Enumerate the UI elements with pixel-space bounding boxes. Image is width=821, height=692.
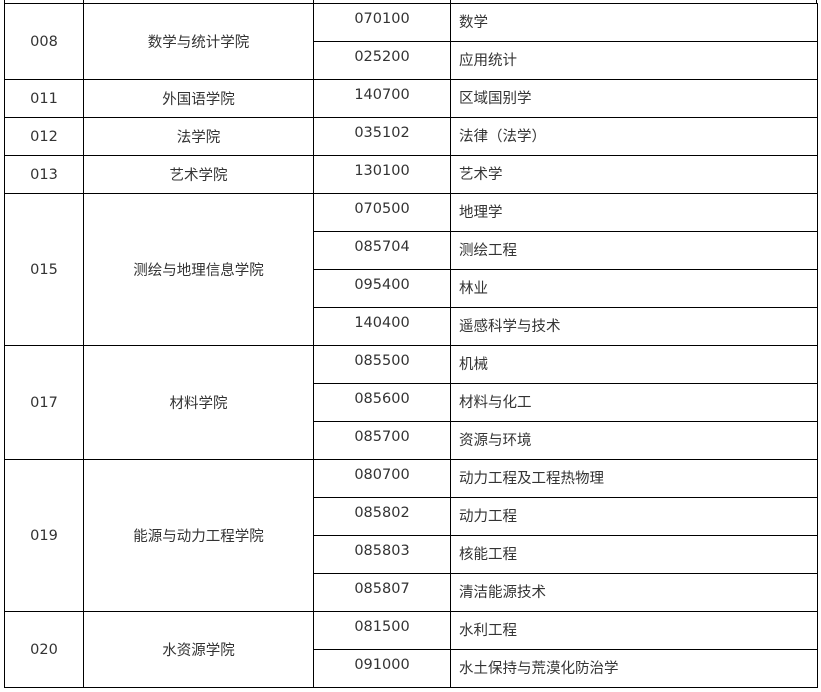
- college-code: 011: [4, 79, 84, 118]
- table-row: 085803 核能工程: [5, 535, 818, 574]
- college-code: 012: [4, 117, 84, 156]
- major-name: 资源与环境: [450, 421, 818, 460]
- table-border-stub: [4, 0, 5, 3]
- college-name: 材料学院: [83, 345, 314, 460]
- major-code: 025200: [313, 41, 451, 80]
- college-name: 法学院: [83, 117, 314, 156]
- major-name: 应用统计: [450, 41, 818, 80]
- table-row: 095400 林业: [5, 269, 818, 308]
- major-name: 动力工程: [450, 497, 818, 536]
- college-name: 测绘与地理信息学院: [83, 193, 314, 346]
- major-name: 机械: [450, 345, 818, 384]
- college-name: 外国语学院: [83, 79, 314, 118]
- table-row: 017 材料学院 085500 机械: [4, 345, 818, 460]
- table-row: 013 艺术学院 130100 艺术学: [4, 155, 818, 194]
- major-code: 081500: [313, 611, 451, 650]
- table-row: 012 法学院 035102 法律（法学）: [4, 117, 818, 156]
- major-name: 测绘工程: [450, 231, 818, 270]
- major-code: 085807: [313, 573, 451, 612]
- major-name: 区域国别学: [450, 79, 818, 118]
- college-name: 水资源学院: [83, 611, 314, 688]
- major-code: 085500: [313, 345, 451, 384]
- college-code: 020: [4, 611, 84, 688]
- major-name: 遥感科学与技术: [450, 307, 818, 346]
- table-row: 020 水资源学院 081500 水利工程: [4, 611, 818, 688]
- major-code: 140700: [313, 79, 451, 118]
- major-name: 清洁能源技术: [450, 573, 818, 612]
- major-code: 070100: [313, 3, 451, 42]
- table-row: 091000 水土保持与荒漠化防治学: [5, 649, 818, 688]
- table-row: 085700 资源与环境: [5, 421, 818, 460]
- major-code: 070500: [313, 193, 451, 232]
- table-border-stub: [83, 0, 84, 3]
- major-name: 动力工程及工程热物理: [450, 459, 818, 498]
- major-name: 艺术学: [450, 155, 818, 194]
- college-code: 015: [4, 193, 84, 346]
- major-name: 林业: [450, 269, 818, 308]
- major-name: 材料与化工: [450, 383, 818, 422]
- college-code: 013: [4, 155, 84, 194]
- table-row: 019 能源与动力工程学院 080700 动力工程及工程热物理: [4, 459, 818, 612]
- major-code: 085700: [313, 421, 451, 460]
- major-code: 130100: [313, 155, 451, 194]
- college-code: 008: [4, 3, 84, 80]
- major-code: 085600: [313, 383, 451, 422]
- college-name: 能源与动力工程学院: [83, 459, 314, 612]
- major-name: 核能工程: [450, 535, 818, 574]
- table-row: 025200 应用统计: [5, 41, 818, 80]
- college-major-table: 008 数学与统计学院 070100 数学 025200 应用统计 011 外国语学院 1407…: [4, 3, 818, 688]
- major-name: 水利工程: [450, 611, 818, 650]
- college-name: 数学与统计学院: [83, 3, 314, 80]
- table-border-stub: [450, 0, 451, 3]
- major-name: 地理学: [450, 193, 818, 232]
- college-name: 艺术学院: [83, 155, 314, 194]
- major-code: 085802: [313, 497, 451, 536]
- table-row: 008 数学与统计学院 070100 数学: [4, 3, 818, 80]
- major-code: 085803: [313, 535, 451, 574]
- major-code: 085704: [313, 231, 451, 270]
- table-row: 015 测绘与地理信息学院 070500 地理学: [4, 193, 818, 346]
- major-code: 095400: [313, 269, 451, 308]
- major-name: 水土保持与荒漠化防治学: [450, 649, 818, 688]
- table-row: 011 外国语学院 140700 区域国别学: [4, 79, 818, 118]
- table-row: 140400 遥感科学与技术: [5, 307, 818, 346]
- table-row: 085704 测绘工程: [5, 231, 818, 270]
- major-code: 140400: [313, 307, 451, 346]
- major-code: 035102: [313, 117, 451, 156]
- table-border-stub: [313, 0, 314, 3]
- major-code: 091000: [313, 649, 451, 688]
- major-name: 数学: [450, 3, 818, 42]
- major-code: 080700: [313, 459, 451, 498]
- college-code: 017: [4, 345, 84, 460]
- table-border-stub: [816, 0, 817, 3]
- major-name: 法律（法学）: [450, 117, 818, 156]
- college-code: 019: [4, 459, 84, 612]
